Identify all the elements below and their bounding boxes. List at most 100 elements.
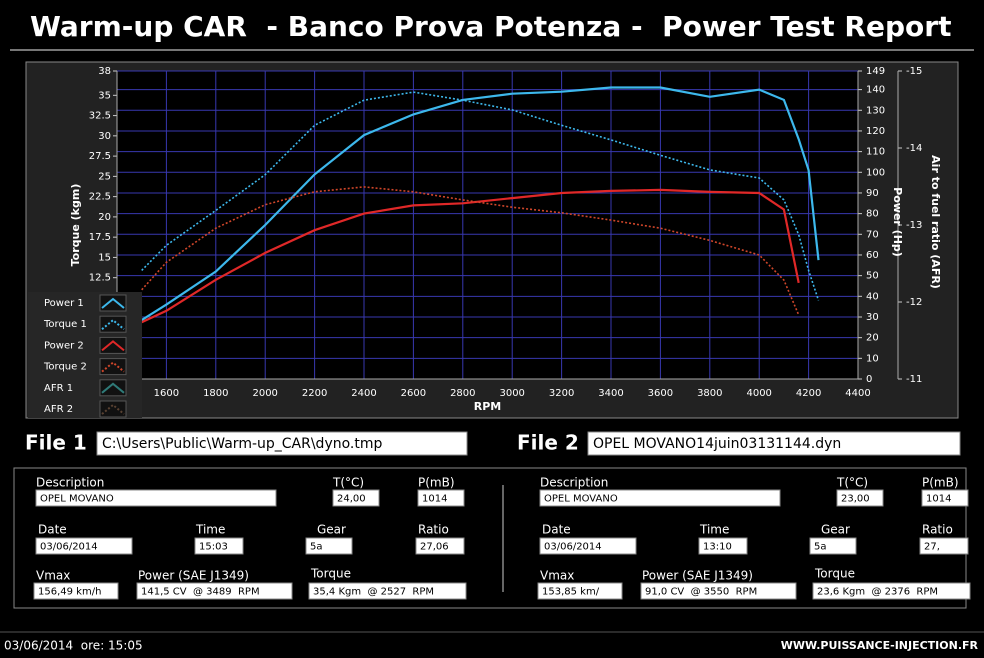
field-value: 156,49 km/h [38,587,101,598]
field-box [35,489,277,507]
field-value: 23,6 Kgm @ 2376 RPM [817,587,938,598]
x-tick-label: 3600 [648,388,673,399]
legend-label: Power 1 [44,298,84,309]
field-value: 91,0 CV @ 3550 RPM [645,587,757,598]
field-label: P(mB) [922,476,959,490]
field-value: 27,06 [420,542,449,553]
field-value: 1014 [422,494,447,505]
field-value: 5a [310,542,323,553]
x-axis-label: RPM [474,400,501,413]
field-label: Gear [821,523,850,537]
field-value: 27, [924,542,940,553]
y-tick-label: 15 [98,252,111,263]
legend-line [101,318,125,330]
y2-tick-label: 149 [866,66,885,77]
field-label: Date [542,523,571,537]
y2-axis-label: Power (Hp) [891,187,904,257]
y2-tick-label: 60 [866,250,879,261]
field-box [809,537,857,555]
y3-tick-label: -12 [906,297,922,308]
field-label: Power (SAE J1349) [138,569,249,583]
legend-label: AFR 2 [44,404,73,415]
plot-area [117,71,858,379]
x-tick-label: 4200 [796,388,821,399]
y-tick-label: 12.5 [89,273,111,284]
field-box [332,489,380,507]
field-label: Description [36,476,104,490]
legend-swatch [99,400,127,418]
legend-line [101,403,125,415]
legend-swatch [99,315,127,333]
x-tick-label: 2200 [302,388,327,399]
file-name: C:\Users\Public\Warm-up_CAR\dyno.tmp [102,436,383,452]
y-axis-label: Torque (kgm) [69,184,82,267]
x-tick-label: 3200 [549,388,574,399]
y3-tick-label: -13 [906,220,922,231]
field-box [921,489,969,507]
field-value: 24,00 [337,494,366,505]
field-box [640,582,797,600]
series-line [141,91,820,301]
field-box [698,537,748,555]
y2-tick-label: 100 [866,167,885,178]
legend-label: Power 2 [44,340,84,351]
field-label: Date [38,523,67,537]
y2-tick-label: 140 [866,85,885,96]
field-value: 15:03 [199,542,228,553]
y-tick-label: 30 [98,131,111,142]
legend-box [28,292,142,418]
field-label: Gear [317,523,346,537]
field-label: Time [699,523,729,537]
field-label: Torque [814,567,855,581]
y2-tick-label: 20 [866,333,879,344]
y3-axis-label: Air to fuel ratio (AFR) [929,155,942,289]
field-box [417,489,465,507]
field-value: 13:10 [703,542,732,553]
y2-tick-label: 110 [866,147,885,158]
legend-swatch [99,336,127,354]
field-label: Description [540,476,608,490]
field-value: 35,4 Kgm @ 2527 RPM [313,587,434,598]
legend-line [101,382,125,394]
y-tick-label: 20 [98,212,111,223]
y-tick-label: 22.5 [89,192,111,203]
field-label: Torque [310,567,351,581]
x-tick-label: 2600 [401,388,426,399]
y2-tick-label: 80 [866,209,879,220]
y-tick-label: 38 [98,66,111,77]
x-tick-label: 4400 [845,388,870,399]
field-box [136,582,293,600]
legend-swatch [99,294,127,312]
y2-tick-label: 30 [866,312,879,323]
legend-swatch [99,379,127,397]
legend-swatch [99,358,127,376]
file-name-box [587,431,961,456]
field-box [836,489,884,507]
field-box [539,537,637,555]
footer-date: 03/06/2014 ore: 15:05 [4,639,143,653]
field-value: 03/06/2014 [544,542,602,553]
x-tick-label: 3400 [598,388,623,399]
y3-tick-label: -15 [906,66,922,77]
field-value: 5a [814,542,827,553]
field-label: Time [195,523,225,537]
field-box [305,537,353,555]
x-tick-label: 3000 [499,388,524,399]
field-label: T(°C) [332,476,364,490]
y2-tick-label: 50 [866,271,879,282]
field-box [812,582,971,600]
field-label: Vmax [36,569,70,583]
field-label: Vmax [540,569,574,583]
field-value: 153,85 km/ [542,587,600,598]
field-box [919,537,969,555]
y2-tick-label: 10 [866,353,879,364]
field-label: T(°C) [836,476,868,490]
report-title: Warm-up CAR - Banco Prova Potenza - Powe… [30,10,951,43]
field-value: 141,5 CV @ 3489 RPM [141,587,260,598]
file-name: OPEL MOVANO14juin03131144.dyn [593,436,841,452]
field-box [415,537,465,555]
series-line [141,188,800,324]
field-box [33,582,119,600]
x-tick-label: 4000 [746,388,771,399]
y-tick-label: 27.5 [89,151,111,162]
